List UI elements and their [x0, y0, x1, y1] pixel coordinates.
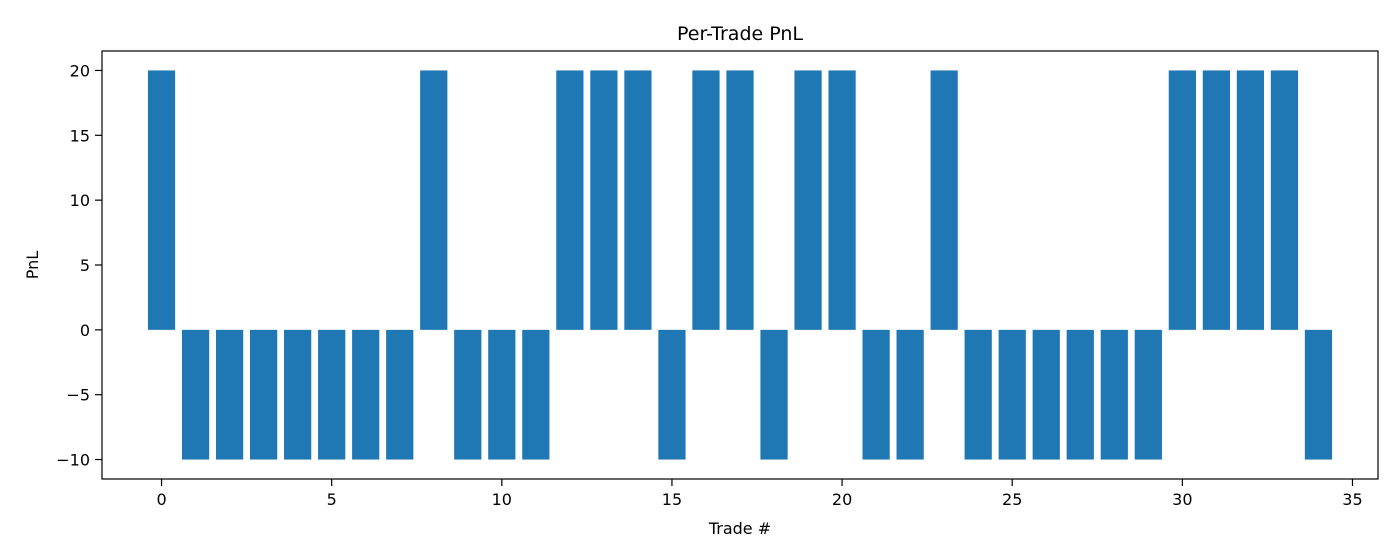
y-tick-label: 15 — [70, 126, 90, 145]
bars-group — [147, 70, 1333, 460]
x-tick-label: 10 — [492, 490, 512, 509]
x-axis-ticks: 0 5 10 15 20 25 30 35 — [156, 479, 1363, 509]
bar-trade-8 — [420, 70, 448, 330]
bar-trade-19 — [794, 70, 822, 330]
bar-trade-27 — [1066, 329, 1094, 460]
bar-trade-28 — [1100, 329, 1128, 460]
bar-trade-5 — [318, 329, 346, 460]
x-tick-label: 20 — [832, 490, 852, 509]
x-axis-label: Trade # — [708, 519, 771, 538]
y-tick-label: 20 — [70, 61, 90, 80]
y-tick-label: 5 — [80, 256, 90, 275]
bar-trade-3 — [250, 329, 278, 460]
bar-trade-21 — [862, 329, 890, 460]
y-tick-label: −5 — [66, 386, 90, 405]
bar-trade-10 — [488, 329, 516, 460]
x-tick-label: 25 — [1002, 490, 1022, 509]
bar-trade-4 — [284, 329, 312, 460]
bar-trade-24 — [964, 329, 992, 460]
bar-trade-2 — [215, 329, 244, 460]
bar-trade-6 — [352, 329, 380, 460]
x-tick-label: 15 — [662, 490, 682, 509]
bar-trade-18 — [760, 329, 788, 460]
bar-trade-33 — [1270, 70, 1299, 330]
y-axis-ticks: −10 −5 0 5 10 15 20 — [56, 61, 102, 470]
bar-trade-23 — [930, 70, 958, 330]
bar-trade-30 — [1168, 70, 1196, 330]
bar-trade-9 — [454, 329, 482, 460]
bar-trade-20 — [828, 70, 856, 330]
x-tick-label: 0 — [156, 490, 166, 509]
x-tick-label: 35 — [1342, 490, 1362, 509]
bar-trade-34 — [1304, 329, 1333, 460]
bar-trade-14 — [624, 70, 652, 330]
bar-trade-31 — [1202, 70, 1230, 330]
x-tick-label: 30 — [1172, 490, 1192, 509]
bar-trade-22 — [896, 329, 924, 460]
x-tick-label: 5 — [327, 490, 337, 509]
bar-trade-7 — [386, 329, 414, 460]
y-tick-label: −10 — [56, 451, 90, 470]
bar-trade-17 — [726, 70, 754, 330]
bar-trade-26 — [1032, 329, 1060, 460]
bar-trade-0 — [147, 70, 176, 330]
bar-trade-13 — [590, 70, 618, 330]
bar-trade-29 — [1134, 329, 1162, 460]
bar-trade-15 — [658, 329, 686, 460]
plot-frame — [101, 50, 1379, 480]
bar-trade-11 — [522, 329, 550, 460]
chart-title: Per-Trade PnL — [677, 23, 803, 45]
bar-trade-25 — [998, 329, 1026, 460]
bar-trade-12 — [556, 70, 584, 330]
y-axis-label: PnL — [23, 251, 42, 280]
bar-trade-16 — [692, 70, 720, 330]
y-tick-label: 10 — [70, 191, 90, 210]
bar-trade-1 — [181, 329, 210, 460]
y-tick-label: 0 — [80, 321, 90, 340]
bar-trade-32 — [1236, 70, 1265, 330]
